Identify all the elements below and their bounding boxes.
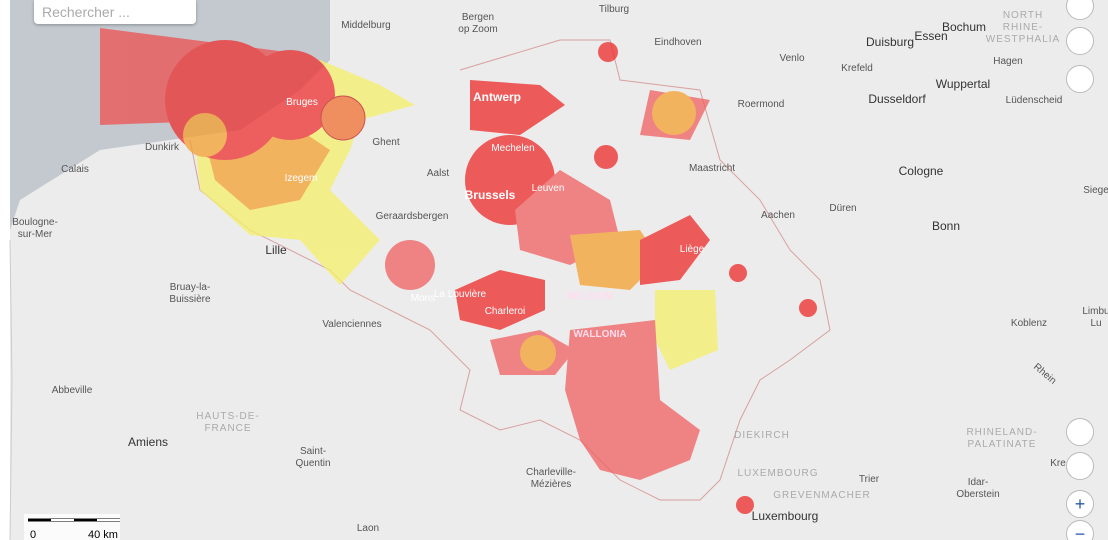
place-label: Laon — [357, 523, 379, 534]
place-label: WALLONIA — [573, 329, 626, 340]
place-label: Amiens — [128, 435, 168, 449]
place-label: Liège — [680, 244, 705, 255]
place-label: Tilburg — [599, 4, 629, 15]
place-label: Hagen — [993, 56, 1022, 67]
place-label: Lu — [1090, 318, 1101, 329]
place-label: Boulogne- — [12, 217, 58, 228]
scale-label: 0 — [30, 529, 36, 540]
place-label: Aalst — [427, 168, 449, 179]
place-label: Idar- — [968, 477, 989, 488]
place-label: BELGIUM — [567, 291, 613, 302]
place-label: Dusseldorf — [868, 92, 926, 106]
place-label: Bruay-la- — [170, 282, 211, 293]
place-label: Luxembourg — [752, 509, 819, 523]
place-label: Cologne — [899, 164, 944, 178]
place-label: Leuven — [532, 183, 565, 194]
place-label: Saint- — [300, 446, 326, 457]
place-label: Mechelen — [491, 143, 534, 154]
airspace-zones — [100, 28, 817, 514]
place-label: Lille — [265, 243, 287, 257]
place-label: La Louvière — [434, 289, 487, 300]
place-label: Izegem — [285, 173, 318, 184]
place-label: Eindhoven — [654, 37, 701, 48]
place-label: HAUTS-DE- — [196, 411, 259, 422]
place-label: Abbeville — [52, 385, 93, 396]
place-label: Oberstein — [956, 489, 999, 500]
place-label: RHINE- — [1003, 22, 1043, 33]
place-label: PALATINATE — [968, 439, 1037, 450]
place-label: Siege — [1083, 185, 1108, 196]
place-label: op Zoom — [458, 24, 497, 35]
place-label: Calais — [61, 164, 89, 175]
place-label: Aachen — [761, 210, 795, 221]
place-label: Bochum — [942, 20, 986, 34]
place-label: Lüdenscheid — [1006, 95, 1063, 106]
place-label: Duisburg — [866, 35, 914, 49]
place-label: Bergen — [462, 12, 494, 23]
place-label: Buissière — [169, 294, 211, 305]
place-label: NORTH — [1003, 10, 1043, 21]
place-label: Düren — [829, 203, 856, 214]
scale-bar: 0 40 km — [24, 514, 120, 540]
place-label: Mézières — [531, 479, 572, 490]
place-label: FRANCE — [204, 423, 251, 434]
place-label: Charleroi — [485, 306, 526, 317]
place-label: Venlo — [779, 53, 804, 64]
zoom-in-button[interactable]: + — [1066, 490, 1094, 518]
map-style-button[interactable] — [1066, 452, 1094, 480]
place-label: Limbu — [1082, 306, 1108, 317]
search-box[interactable]: Rechercher ... — [34, 0, 196, 24]
locate-button[interactable] — [1066, 418, 1094, 446]
place-label: LUXEMBOURG — [737, 468, 818, 479]
place-label: Dunkirk — [145, 142, 180, 153]
place-label: Koblenz — [1011, 318, 1047, 329]
place-label: DIEKIRCH — [734, 430, 790, 441]
place-label: Krefeld — [841, 63, 873, 74]
place-label: Kre — [1050, 458, 1066, 469]
place-label: Bruges — [286, 97, 318, 108]
place-label: Middelburg — [341, 20, 390, 31]
place-label: Antwerp — [473, 90, 521, 104]
place-label: Bonn — [932, 219, 960, 233]
place-label: RHINELAND- — [966, 427, 1037, 438]
place-label: Maastricht — [689, 163, 735, 174]
place-label: Trier — [859, 474, 880, 485]
place-label: WESTPHALIA — [986, 34, 1060, 45]
calendar-button[interactable] — [1066, 27, 1094, 55]
place-label: Wuppertal — [936, 77, 990, 91]
place-label: sur-Mer — [18, 229, 53, 240]
zoom-out-button[interactable]: − — [1066, 520, 1094, 540]
place-label: Geraardsbergen — [376, 211, 449, 222]
search-placeholder: Rechercher ... — [42, 4, 130, 20]
place-label: Brussels — [465, 188, 516, 202]
place-label: Roermond — [738, 99, 785, 110]
place-label: Ghent — [372, 137, 399, 148]
place-label: Rhein — [1031, 361, 1058, 386]
place-label: Essen — [914, 29, 947, 43]
place-label: Valenciennes — [322, 319, 381, 330]
place-label: Quentin — [295, 458, 330, 469]
scale-label: 40 km — [88, 529, 118, 540]
place-label: Charleville- — [526, 467, 576, 478]
place-label: Mons — [411, 293, 435, 304]
layer-button[interactable] — [1066, 65, 1094, 93]
place-label: GREVENMACHER — [773, 490, 871, 501]
